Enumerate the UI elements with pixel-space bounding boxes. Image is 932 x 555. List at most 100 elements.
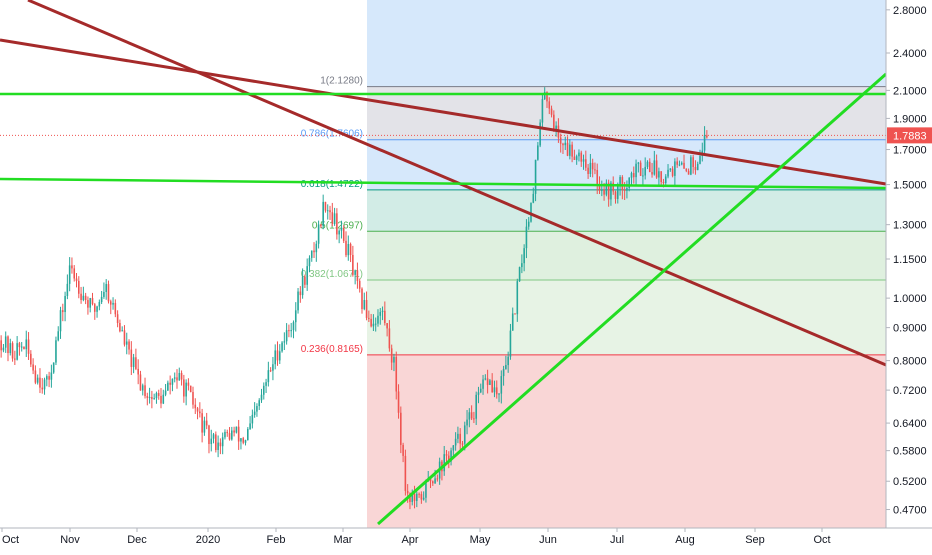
candle-body <box>566 142 569 156</box>
candle-body <box>511 313 514 331</box>
price-tick-label: 1.7000 <box>893 145 927 157</box>
price-axis-bg <box>886 0 932 550</box>
candle-body <box>151 397 153 399</box>
candle-body <box>678 164 681 166</box>
candle-body <box>361 288 363 310</box>
candle-body <box>580 152 583 162</box>
candle-body <box>103 291 105 297</box>
candle-body <box>100 296 103 303</box>
candle-body <box>493 387 496 393</box>
candle-body <box>221 437 224 447</box>
candle-body <box>596 169 599 185</box>
candle-body <box>228 433 231 440</box>
candle-body <box>203 420 206 433</box>
candle-body <box>301 276 304 296</box>
candle-body <box>413 493 416 501</box>
candle-body <box>219 442 222 447</box>
candle-body <box>374 323 377 325</box>
candle-body <box>224 431 226 438</box>
candle-body <box>73 268 76 279</box>
candle-body <box>598 184 601 191</box>
candle-body <box>575 156 578 160</box>
candle-body <box>4 336 7 348</box>
candle-body <box>468 412 471 420</box>
candle-body <box>201 413 203 433</box>
candle-body <box>121 330 123 332</box>
candle-body <box>217 442 219 450</box>
candle-body <box>587 167 589 174</box>
candle-body <box>91 298 94 305</box>
candle-body <box>119 323 121 332</box>
candle-body <box>363 300 366 310</box>
candle-body <box>285 330 288 342</box>
candle-body <box>434 478 436 484</box>
price-tick-label: 1.1500 <box>893 254 927 266</box>
candle-body <box>603 189 605 195</box>
candle-body <box>571 144 573 157</box>
candle-body <box>616 186 619 199</box>
candle-body <box>639 162 642 176</box>
candle-body <box>215 434 217 450</box>
candle-body <box>660 171 662 183</box>
candle-body <box>475 394 477 419</box>
last-price-label: 1.7883 <box>893 130 927 142</box>
price-tick-label: 1.9000 <box>893 113 927 125</box>
candle-body <box>11 343 14 359</box>
candle-body <box>443 454 446 472</box>
candle-body <box>683 162 685 169</box>
candle-body <box>333 213 336 224</box>
candle-body <box>447 455 450 462</box>
candle-body <box>384 310 386 324</box>
candle-body <box>0 340 2 351</box>
candle-body <box>454 438 457 446</box>
candle-body <box>155 393 158 399</box>
candle-body <box>48 376 50 380</box>
candle-body <box>310 250 313 258</box>
candle-body <box>16 343 18 360</box>
candle-body <box>137 368 139 375</box>
candle-body <box>43 379 46 390</box>
candle-body <box>368 317 370 319</box>
candle-body <box>386 323 388 329</box>
candle-body <box>112 302 114 305</box>
green-rising-trendline <box>377 72 887 526</box>
candle-body <box>655 160 658 178</box>
candle-body <box>491 380 493 393</box>
candle-body <box>157 393 160 396</box>
candle-body <box>262 385 265 395</box>
candle-body <box>20 346 23 348</box>
candle-body <box>240 438 242 442</box>
candle-body <box>377 315 379 324</box>
candle-body <box>429 479 432 482</box>
candle-body <box>41 387 44 390</box>
last-price-badge <box>887 127 932 144</box>
candle-body <box>591 162 594 170</box>
candle-body <box>128 341 130 350</box>
candle-body <box>646 161 649 167</box>
candle-body <box>477 392 480 395</box>
candle-body <box>372 323 375 327</box>
candle-body <box>139 374 142 391</box>
candle-body <box>543 92 546 100</box>
candle-body <box>548 101 551 109</box>
candle-body <box>189 385 192 393</box>
candle-body <box>489 380 491 385</box>
candle-body <box>356 270 359 282</box>
candle-body <box>623 190 626 192</box>
time-tick-label: Sep <box>745 534 765 546</box>
candle-body <box>365 300 368 318</box>
candle-body <box>66 283 69 296</box>
price-tick-label: 0.5200 <box>893 476 927 488</box>
candle-body <box>651 172 653 175</box>
candle-body <box>290 330 292 332</box>
candle-body <box>2 347 5 351</box>
candle-body <box>518 267 521 282</box>
candle-body <box>14 358 16 360</box>
fib-label-0: 1(2.1280) <box>320 76 363 87</box>
candle-body <box>324 201 327 211</box>
candle-body <box>36 377 39 383</box>
price-tick-label: 2.8000 <box>893 5 927 17</box>
candle-body <box>107 284 110 302</box>
candle-body <box>450 450 452 462</box>
candle-body <box>153 398 155 400</box>
